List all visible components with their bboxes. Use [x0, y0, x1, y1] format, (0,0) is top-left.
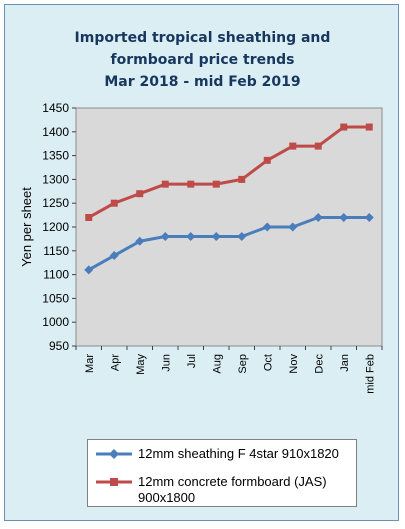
x-tick-label: Jun: [160, 354, 172, 372]
y-tick-label: 1400: [42, 125, 69, 139]
x-tick-label: Dec: [313, 354, 325, 374]
legend-marker-diamond-icon: [96, 449, 132, 459]
data-point: [339, 212, 349, 222]
data-point: [313, 212, 323, 222]
data-point: [161, 180, 169, 188]
chart-title-line-1: Imported tropical sheathing and: [74, 30, 331, 46]
series-line-2: [88, 125, 370, 219]
y-tick-label: 1050: [42, 291, 69, 305]
x-tick-label: Apr: [109, 354, 121, 371]
data-point: [109, 251, 119, 261]
data-point: [288, 222, 298, 232]
x-tick-label: Mar: [84, 354, 96, 373]
y-tick-label: 1150: [43, 244, 69, 258]
data-point: [314, 142, 322, 150]
x-tick-label: mid Feb: [364, 354, 376, 394]
data-point: [262, 222, 272, 232]
y-tick-label: 1100: [43, 268, 69, 282]
y-tick-label: 1250: [42, 196, 69, 210]
data-point: [136, 190, 144, 198]
y-tick-label: 1350: [42, 149, 69, 163]
data-point: [187, 180, 195, 188]
data-point: [160, 232, 170, 242]
y-tick-label: 1200: [42, 220, 69, 234]
data-point: [110, 199, 118, 207]
chart-title-line-2: formboard price trends: [110, 52, 295, 68]
data-point: [186, 232, 196, 242]
data-point: [135, 236, 145, 246]
data-point: [238, 175, 246, 183]
x-tick-label: Jul: [186, 354, 198, 368]
data-point: [211, 232, 221, 242]
x-tick-label: Oct: [262, 354, 274, 371]
y-tick-label: 1300: [42, 172, 69, 186]
legend-label-sheathing: 12mm sheathing F 4star 910x1820: [138, 446, 339, 461]
x-tick-label: Sep: [237, 354, 249, 374]
chart-frame: Imported tropical sheathing and formboar…: [4, 4, 399, 521]
line-chart: 950 1000 1050 1100 1150 1200 1250 1300 1350 1400 1…: [19, 101, 383, 394]
data-point: [340, 123, 348, 131]
data-point: [237, 232, 247, 242]
y-tick-label: 1450: [42, 101, 69, 115]
data-point: [289, 142, 297, 150]
chart-title: Imported tropical sheathing and formboar…: [5, 27, 400, 93]
data-point: [364, 212, 374, 222]
legend-label-formboard: 12mm concrete formboard (JAS) 900x1800: [138, 474, 327, 505]
legend-marker-square-icon: [96, 478, 132, 486]
data-point: [263, 156, 271, 164]
y-axis-label: Yen per sheet: [19, 187, 34, 267]
y-tick-label: 950: [49, 339, 69, 353]
x-tick-label: Aug: [211, 354, 223, 374]
data-point: [84, 265, 94, 275]
data-point: [212, 180, 220, 188]
data-point: [85, 213, 93, 221]
plot-area: [75, 107, 383, 347]
y-tick-label: 1000: [42, 315, 69, 329]
chart-legend: 12mm sheathing F 4star 910x1820 12mm con…: [87, 439, 357, 507]
x-tick-label: Nov: [288, 354, 300, 374]
x-tick-label: Jan: [339, 354, 351, 372]
chart-title-line-3: Mar 2018 - mid Feb 2019: [104, 74, 301, 90]
data-point: [365, 123, 373, 131]
x-tick-label: May: [135, 354, 147, 375]
